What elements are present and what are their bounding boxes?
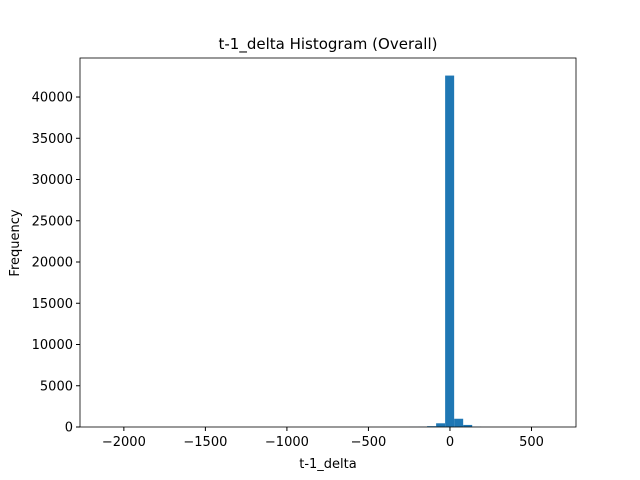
y-tick-label: 5000 (40, 379, 73, 394)
x-tick-label: −1500 (183, 435, 227, 450)
y-tick-label: 30000 (32, 173, 73, 188)
y-tick-label: 10000 (32, 338, 73, 353)
x-tick-label: 0 (446, 435, 454, 450)
bar (427, 426, 437, 427)
y-tick-label: 25000 (32, 214, 73, 229)
bar (436, 423, 446, 427)
x-tick-label: −500 (351, 435, 387, 450)
y-tick-label: 35000 (32, 132, 73, 147)
y-tick-label: 15000 (32, 297, 73, 312)
y-axis-label: Frequency (8, 209, 23, 276)
chart-title: t-1_delta Histogram (Overall) (219, 35, 438, 54)
x-axis-label: t-1_delta (299, 457, 356, 472)
y-tick-label: 20000 (32, 256, 73, 271)
x-tick-label: 500 (519, 435, 544, 450)
x-tick-label: −1000 (265, 435, 309, 450)
axes-frame (79, 57, 577, 428)
bar (454, 418, 464, 427)
bar (445, 75, 455, 428)
y-tick-label: 40000 (32, 91, 73, 106)
y-tick-label: 0 (65, 421, 73, 436)
x-tick-label: −2000 (102, 435, 146, 450)
bar (463, 424, 473, 427)
